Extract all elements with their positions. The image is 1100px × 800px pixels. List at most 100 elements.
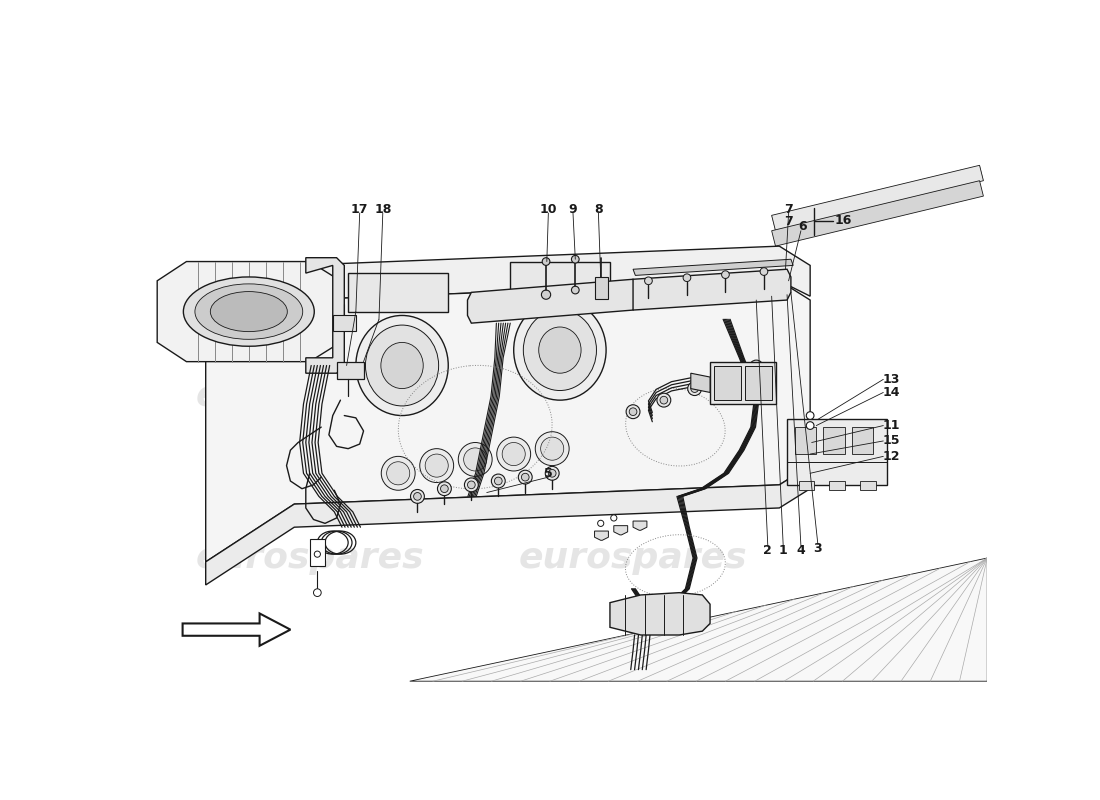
Text: 7: 7 (784, 202, 793, 216)
Circle shape (610, 515, 617, 521)
Circle shape (629, 408, 637, 415)
Circle shape (683, 274, 691, 282)
Text: 16: 16 (835, 214, 851, 227)
Polygon shape (634, 521, 647, 530)
Circle shape (438, 482, 451, 496)
Circle shape (541, 290, 551, 299)
Text: 14: 14 (882, 386, 900, 399)
Bar (829, 481, 845, 490)
Circle shape (387, 462, 409, 485)
Bar (794, 427, 816, 454)
Circle shape (464, 478, 478, 492)
Polygon shape (772, 166, 983, 230)
Text: 18: 18 (374, 202, 392, 216)
Circle shape (459, 442, 492, 476)
Bar (851, 427, 873, 454)
Circle shape (688, 382, 702, 395)
Text: eurospares: eurospares (196, 541, 424, 575)
Text: 11: 11 (882, 419, 900, 432)
Text: 10: 10 (540, 202, 557, 216)
Circle shape (414, 493, 421, 500)
Ellipse shape (514, 300, 606, 400)
Polygon shape (409, 558, 988, 682)
Text: 3: 3 (814, 542, 822, 555)
Bar (714, 366, 741, 400)
Polygon shape (157, 262, 341, 362)
Bar (860, 481, 876, 490)
Circle shape (410, 490, 425, 503)
Circle shape (571, 286, 579, 294)
Circle shape (760, 268, 768, 275)
Circle shape (542, 258, 550, 266)
Ellipse shape (365, 325, 439, 406)
Circle shape (657, 394, 671, 407)
Circle shape (626, 405, 640, 418)
Polygon shape (634, 259, 793, 275)
Text: 9: 9 (569, 202, 578, 216)
Ellipse shape (539, 327, 581, 373)
Text: eurospares: eurospares (196, 379, 424, 414)
Circle shape (548, 470, 557, 477)
Ellipse shape (524, 310, 596, 390)
Ellipse shape (356, 315, 449, 415)
Bar (348, 273, 449, 312)
Circle shape (315, 551, 320, 558)
Text: 1: 1 (779, 544, 788, 557)
Polygon shape (634, 270, 791, 310)
Circle shape (521, 474, 529, 481)
Polygon shape (306, 258, 344, 373)
Polygon shape (206, 246, 810, 358)
Ellipse shape (210, 291, 287, 332)
Circle shape (691, 385, 698, 393)
Text: 13: 13 (882, 373, 900, 386)
Bar (594, 277, 608, 298)
Polygon shape (691, 373, 711, 393)
Circle shape (660, 396, 668, 404)
Circle shape (314, 589, 321, 597)
Polygon shape (468, 279, 637, 323)
Bar (332, 315, 356, 331)
Text: eurospares: eurospares (519, 541, 747, 575)
Circle shape (425, 454, 449, 477)
Polygon shape (614, 526, 628, 535)
Bar (711, 362, 776, 404)
Bar (337, 362, 363, 378)
Circle shape (464, 448, 486, 471)
Circle shape (382, 456, 415, 490)
Polygon shape (206, 466, 810, 585)
Circle shape (518, 470, 532, 484)
Text: 2: 2 (763, 544, 772, 557)
Circle shape (492, 474, 505, 488)
Circle shape (597, 520, 604, 526)
Circle shape (718, 370, 733, 384)
Circle shape (495, 477, 503, 485)
Bar (310, 538, 326, 566)
Ellipse shape (195, 284, 302, 339)
Circle shape (752, 363, 760, 371)
Polygon shape (772, 181, 983, 246)
Polygon shape (594, 531, 608, 540)
Circle shape (645, 277, 652, 285)
Circle shape (536, 432, 569, 466)
Text: 4: 4 (796, 544, 805, 557)
Circle shape (440, 485, 449, 493)
Text: 8: 8 (594, 202, 603, 216)
Bar (745, 366, 772, 400)
Text: 17: 17 (351, 202, 369, 216)
Text: 6: 6 (799, 220, 806, 234)
Text: 12: 12 (882, 450, 900, 463)
Bar (799, 481, 814, 490)
Polygon shape (609, 593, 711, 635)
Circle shape (497, 437, 530, 471)
Circle shape (749, 360, 763, 374)
Text: 7: 7 (784, 215, 793, 228)
Polygon shape (183, 614, 290, 646)
Circle shape (541, 437, 563, 460)
Bar (823, 427, 845, 454)
Ellipse shape (184, 277, 315, 346)
Text: eurospares: eurospares (519, 379, 747, 414)
Circle shape (468, 481, 475, 489)
Text: 15: 15 (882, 434, 900, 447)
Circle shape (546, 466, 559, 480)
Text: 5: 5 (544, 467, 552, 480)
